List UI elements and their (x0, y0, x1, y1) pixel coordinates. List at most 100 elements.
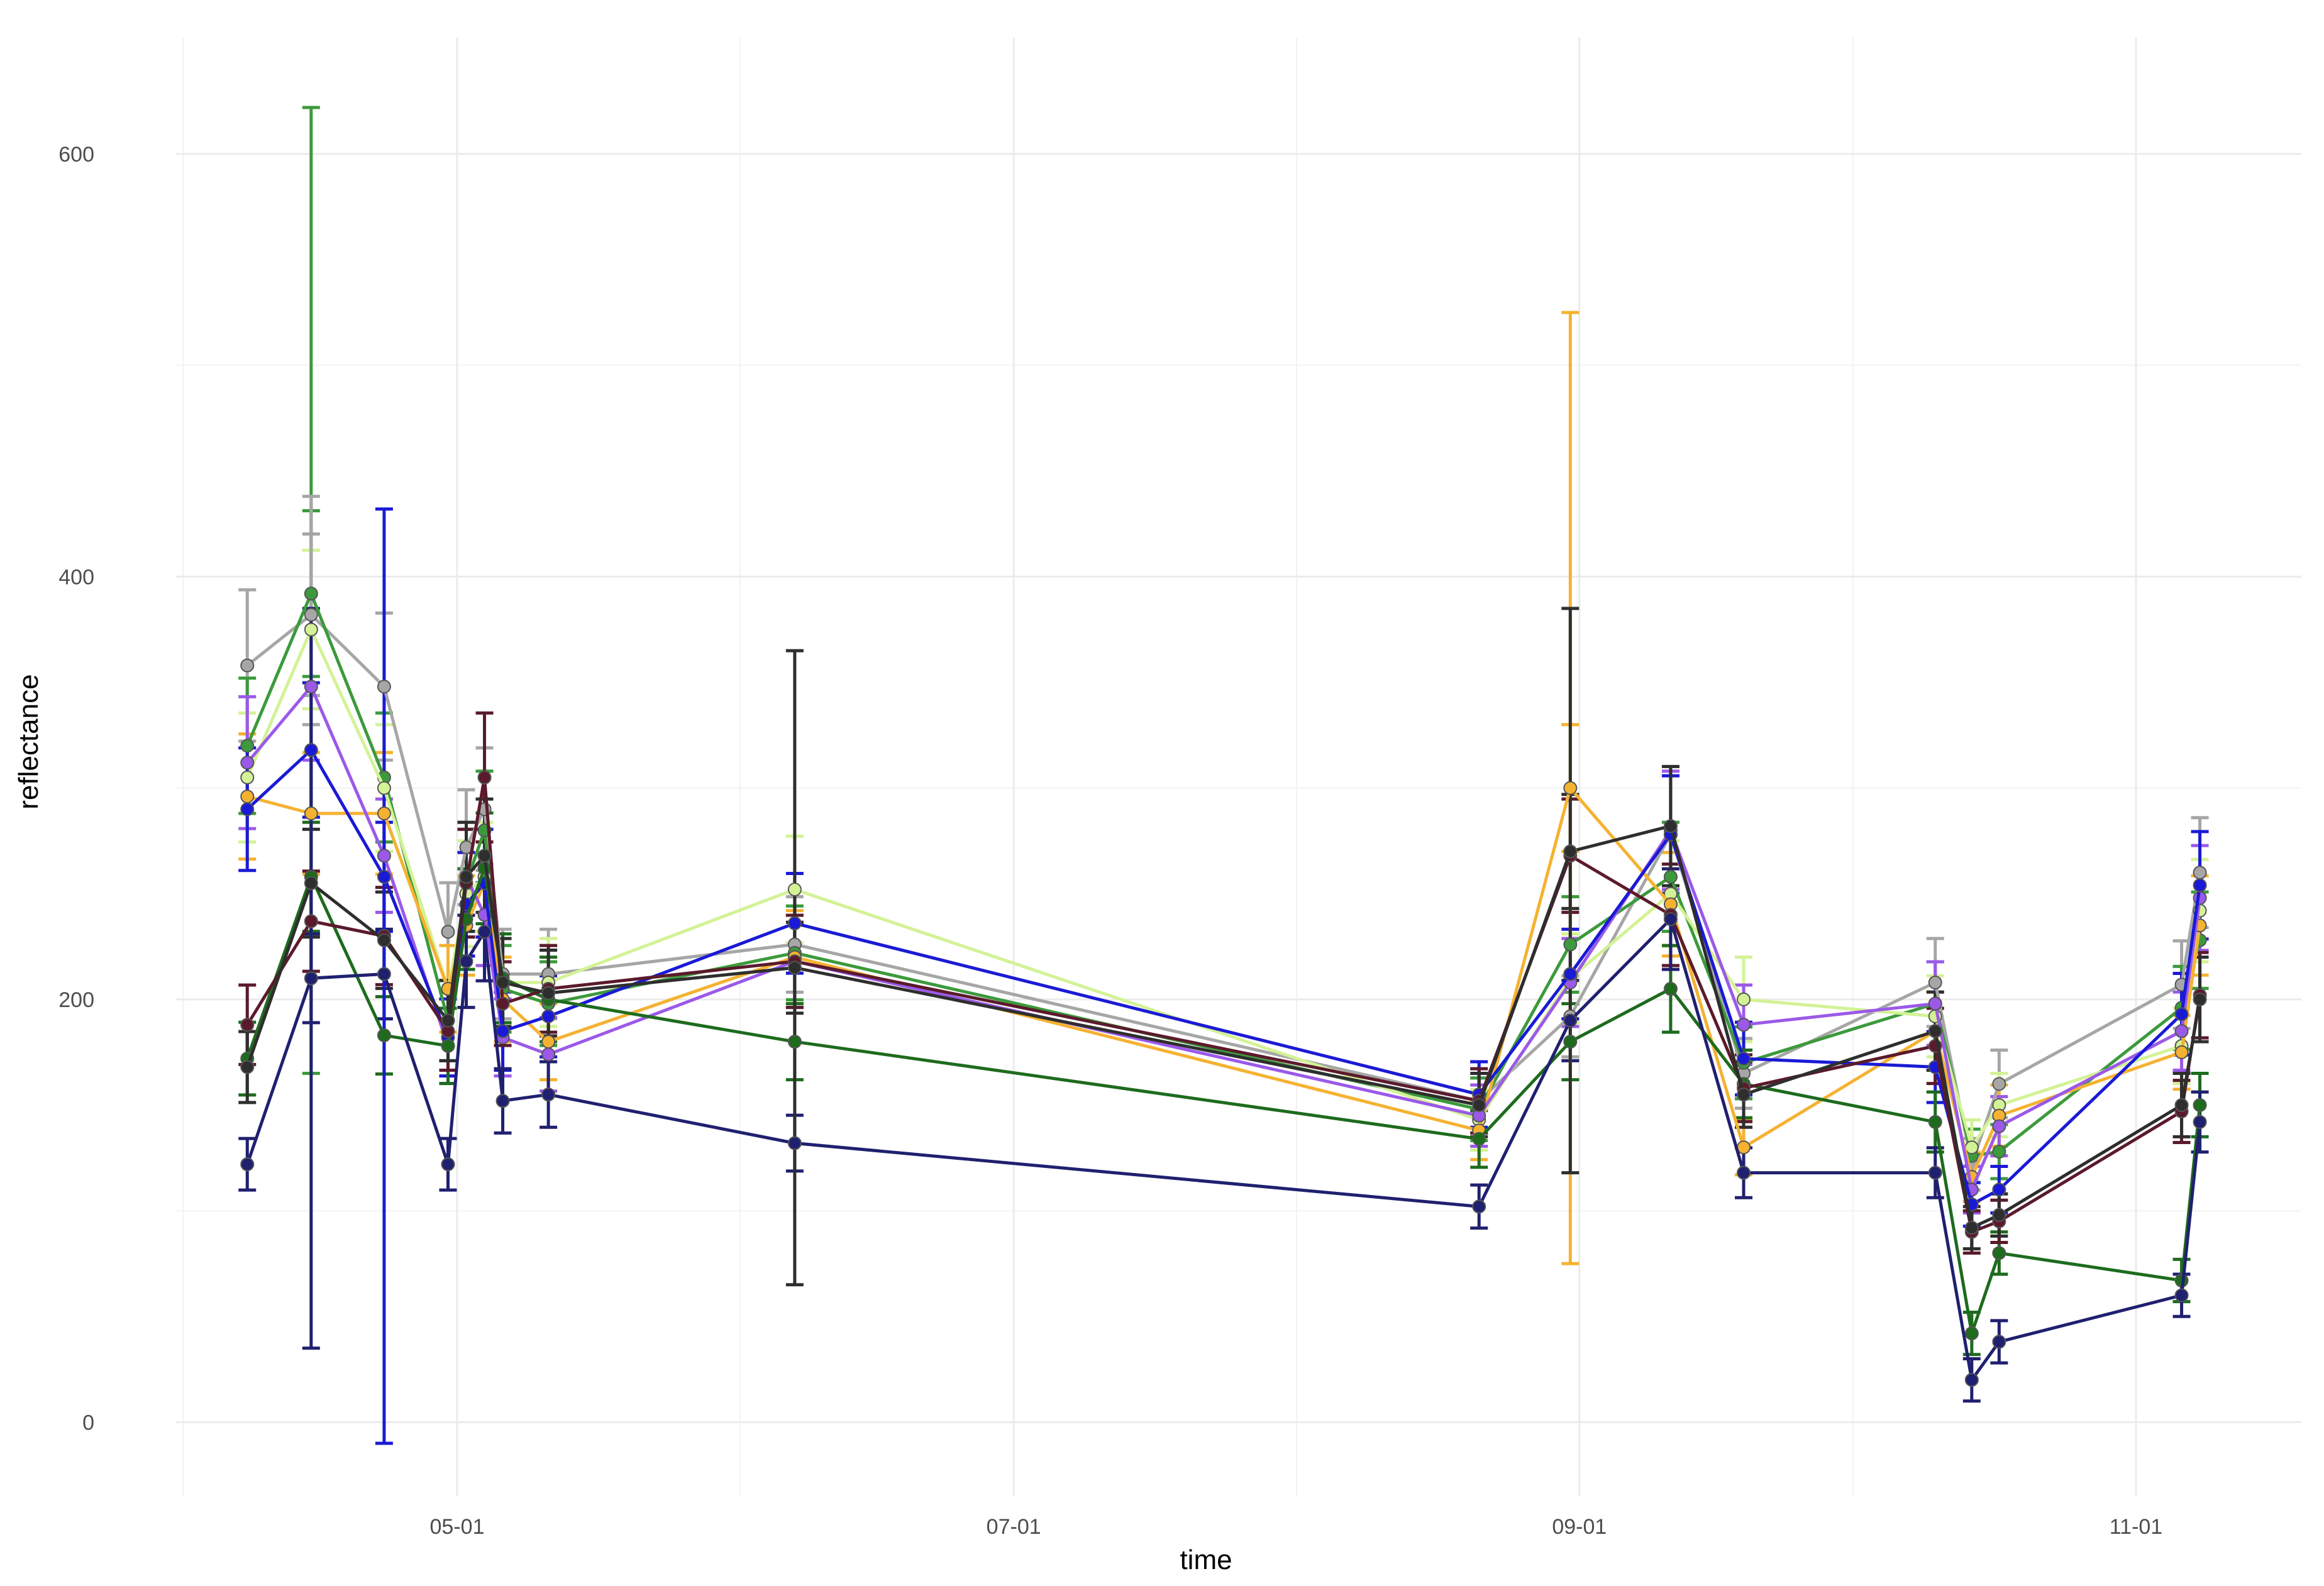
data-point-blue (787, 916, 802, 930)
data-point-orange (377, 806, 391, 820)
data-point-orange (1737, 1140, 1751, 1155)
data-point-light-green (240, 770, 255, 785)
data-point-charcoal (1964, 1220, 1979, 1235)
x-tick-label: 09-01 (1552, 1515, 1607, 1539)
data-point-blue (495, 1024, 510, 1038)
data-point-navy (240, 1157, 255, 1172)
data-point-light-green (304, 622, 318, 637)
series-line-navy (245, 917, 2202, 1382)
data-point-maroon (477, 770, 492, 785)
data-point-blue (2174, 1007, 2189, 1022)
data-point-charcoal (2174, 1098, 2189, 1112)
data-point-dark-green (1663, 982, 1678, 996)
data-point-navy (495, 1094, 510, 1108)
data-point-medium-green (1992, 1144, 2006, 1159)
data-point-navy (441, 1157, 455, 1172)
data-point-light-green (1737, 992, 1751, 1006)
data-point-light-green (377, 781, 391, 795)
data-point-dark-green (1992, 1246, 2006, 1260)
data-point-blue (1737, 1052, 1751, 1066)
data-point-medium-green (304, 586, 318, 601)
y-tick-label: 0 (82, 1411, 94, 1435)
data-point-purple (304, 680, 318, 694)
data-point-navy (2193, 1115, 2207, 1129)
data-point-navy (304, 971, 318, 986)
data-point-orange (541, 1035, 556, 1049)
data-point-blue (377, 869, 391, 884)
data-point-gray (1928, 975, 1942, 989)
data-point-blue (1992, 1182, 2006, 1197)
data-point-maroon (495, 996, 510, 1011)
data-point-navy (1992, 1335, 2006, 1349)
data-point-charcoal (304, 876, 318, 890)
data-point-medium-green (1563, 937, 1578, 952)
data-point-navy (377, 967, 391, 981)
data-point-blue (304, 743, 318, 757)
data-point-navy (1928, 1165, 1942, 1180)
series-line-gray (246, 613, 2202, 1166)
data-point-medium-green (1663, 869, 1678, 884)
data-point-maroon (304, 914, 318, 928)
data-point-charcoal (541, 986, 556, 1000)
data-point-navy (1563, 1013, 1578, 1028)
data-point-navy (787, 1136, 802, 1150)
data-point-navy (2174, 1288, 2189, 1302)
data-point-charcoal (477, 849, 492, 863)
data-point-charcoal (240, 1060, 255, 1074)
data-point-charcoal (787, 961, 802, 975)
data-point-charcoal (2193, 992, 2207, 1006)
series-line-light-green (246, 627, 2202, 1149)
grid (176, 38, 2301, 1496)
data-point-purple (240, 756, 255, 770)
data-point-dark-green (441, 1038, 455, 1053)
data-point-charcoal (1928, 1024, 1942, 1038)
data-point-purple (377, 849, 391, 863)
x-tick-label: 11-01 (2110, 1515, 2162, 1539)
data-point-navy (1663, 912, 1678, 927)
data-point-charcoal (377, 933, 391, 947)
error-bars (238, 106, 2209, 1445)
data-point-maroon (240, 1018, 255, 1032)
data-point-navy (541, 1088, 556, 1102)
data-point-navy (1737, 1165, 1751, 1180)
data-point-dark-green (2193, 1098, 2207, 1112)
data-point-purple (1992, 1119, 2006, 1133)
data-point-dark-green (1964, 1326, 1979, 1341)
data-point-dark-green (787, 1035, 802, 1049)
x-axis-title: time (1180, 1545, 1232, 1575)
series-line-medium-green (245, 592, 2202, 1158)
data-point-navy (1964, 1373, 1979, 1387)
data-point-dark-green (1928, 1115, 1942, 1129)
data-point-blue (1563, 967, 1578, 981)
data-point-charcoal (495, 975, 510, 989)
data-point-orange (2174, 1045, 2189, 1059)
data-point-purple (541, 1047, 556, 1062)
data-point-gray (304, 607, 318, 622)
data-point-gray (441, 925, 455, 939)
data-point-navy (477, 925, 492, 939)
data-point-gray (240, 658, 255, 673)
data-point-charcoal (1472, 1098, 1486, 1112)
data-point-light-green (787, 883, 802, 897)
data-point-orange (304, 806, 318, 820)
data-point-charcoal (1663, 819, 1678, 834)
y-tick-label: 200 (58, 988, 94, 1012)
data-point-blue (240, 802, 255, 817)
data-point-navy (459, 954, 473, 969)
data-point-dark-green (1563, 1035, 1578, 1049)
data-point-purple (1928, 996, 1942, 1011)
data-point-gray (2193, 866, 2207, 880)
tick-labels: 05-01 07-01 09-01 11-01 0 200 400 600 (58, 143, 2162, 1539)
series-lines (240, 586, 2207, 1387)
data-point-gray (377, 680, 391, 694)
data-point-charcoal (441, 1013, 455, 1028)
series-line-dark-green (245, 866, 2202, 1335)
data-point-dark-green (1472, 1132, 1486, 1146)
y-axis-title: reflectance (13, 674, 44, 809)
data-point-charcoal (459, 869, 473, 884)
data-point-blue (2193, 878, 2207, 893)
y-tick-label: 400 (58, 565, 94, 589)
data-point-blue (541, 1009, 556, 1023)
